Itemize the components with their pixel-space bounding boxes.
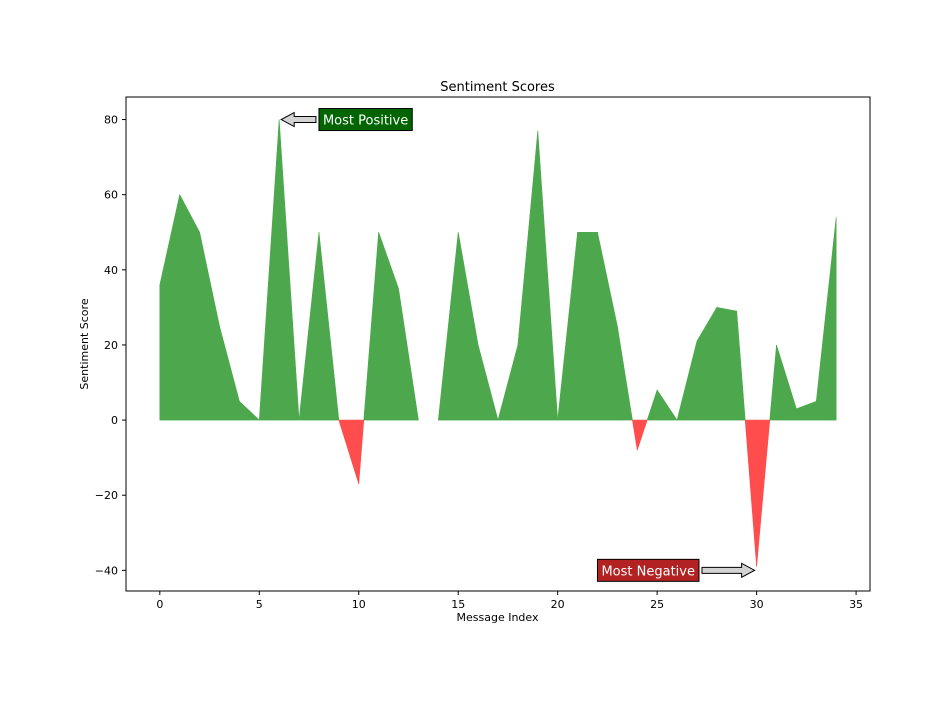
negative-area-segment (636, 419, 648, 451)
y-tick-label: 40 (104, 264, 118, 277)
y-tick-label: 80 (104, 114, 118, 127)
positive-area-segment (239, 400, 261, 421)
positive-area-segment (577, 231, 598, 421)
most-positive-arrow (280, 111, 317, 128)
most-positive-box (318, 108, 413, 132)
y-tick-label: −40 (95, 564, 118, 577)
y-axis-label: Sentiment Score (78, 298, 91, 389)
y-tick-label: 0 (111, 414, 118, 427)
positive-area-segment (477, 344, 499, 421)
x-axis: 0 5 10 15 20 25 30 35 (156, 591, 863, 611)
positive-area-segment (179, 194, 200, 421)
positive-area-segment (815, 217, 837, 421)
negative-area-segment (358, 419, 365, 484)
positive-area-segment (656, 389, 678, 421)
positive-area-segment (318, 232, 340, 421)
x-tick-label: 25 (650, 598, 664, 611)
negative-area-segment (756, 419, 771, 567)
x-tick-label: 30 (750, 598, 764, 611)
positive-area-segment (716, 307, 738, 421)
x-tick-label: 0 (156, 598, 163, 611)
y-tick-label: −20 (95, 489, 118, 502)
chart-title: Sentiment Scores (440, 80, 555, 95)
y-axis: −40 −20 0 20 40 60 80 (95, 114, 126, 577)
y-tick-label: 60 (104, 189, 118, 202)
x-tick-label: 5 (256, 598, 263, 611)
most-negative-label: Most Negative (601, 564, 695, 579)
x-tick-label: 35 (849, 598, 863, 611)
positive-area-segment (398, 288, 419, 421)
plot-frame (125, 96, 871, 592)
most-negative-arrow (701, 562, 756, 579)
most-negative-box (596, 558, 700, 582)
y-tick-label: 20 (104, 339, 118, 352)
x-axis-label: Message Index (457, 611, 539, 624)
x-tick-label: 15 (451, 598, 465, 611)
x-tick-label: 20 (551, 598, 565, 611)
annotations: Most Positive Most Negative (280, 108, 756, 582)
x-tick-label: 10 (352, 598, 366, 611)
most-positive-label: Most Positive (323, 114, 408, 129)
positive-area-segment (617, 326, 633, 421)
plot-area (159, 119, 837, 567)
positive-area-segment (278, 119, 300, 421)
positive-area-segment (736, 311, 746, 421)
positive-area-segment (537, 130, 559, 421)
